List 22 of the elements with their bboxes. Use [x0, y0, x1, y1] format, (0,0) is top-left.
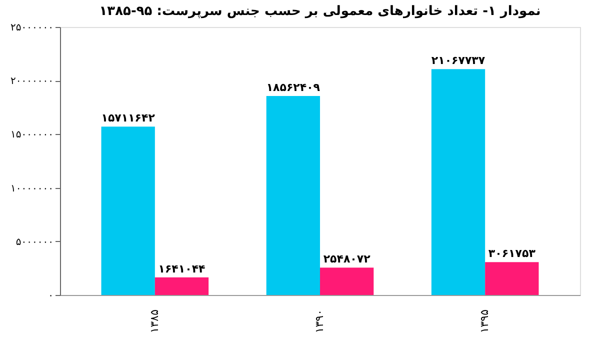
- bar: [154, 277, 209, 295]
- y-tick-label: ۰: [48, 290, 54, 302]
- bar: [431, 69, 486, 295]
- data-label: ۱۵۷۱۱۶۴۲: [101, 112, 156, 125]
- bar: [320, 268, 374, 295]
- x-tick-label: ۱۳۹۰: [313, 310, 326, 334]
- chart-title: نمودار ۱- تعداد خانوارهای معمولی بر حسب جنس سرپرست: ۹۵-۱۳۸۵: [99, 4, 541, 19]
- y-tick-label: ۵۰۰۰۰۰۰: [16, 236, 54, 248]
- y-tick-label: ۲۵۰۰۰۰۰۰: [10, 22, 54, 34]
- bar: [266, 96, 320, 295]
- bar: [101, 126, 155, 295]
- data-label: ۲۱۰۶۷۷۳۷: [431, 54, 486, 68]
- data-label: ۲۵۴۸۰۷۲: [323, 252, 371, 266]
- data-label: ۱۶۴۱۰۴۴: [158, 262, 206, 276]
- data-label: ۳۰۶۱۷۵۳: [488, 247, 536, 260]
- x-tick-label: ۱۳۹۵: [478, 309, 492, 334]
- bar: [485, 262, 539, 295]
- y-tick-label: ۲۰۰۰۰۰۰۰: [10, 76, 54, 88]
- data-label: ۱۸۵۶۲۴۰۹: [266, 81, 320, 94]
- x-tick-label: ۱۳۸۵: [148, 309, 161, 334]
- y-tick-label: ۱۰۰۰۰۰۰۰: [10, 183, 54, 194]
- y-tick-label: ۱۵۰۰۰۰۰۰: [10, 130, 54, 141]
